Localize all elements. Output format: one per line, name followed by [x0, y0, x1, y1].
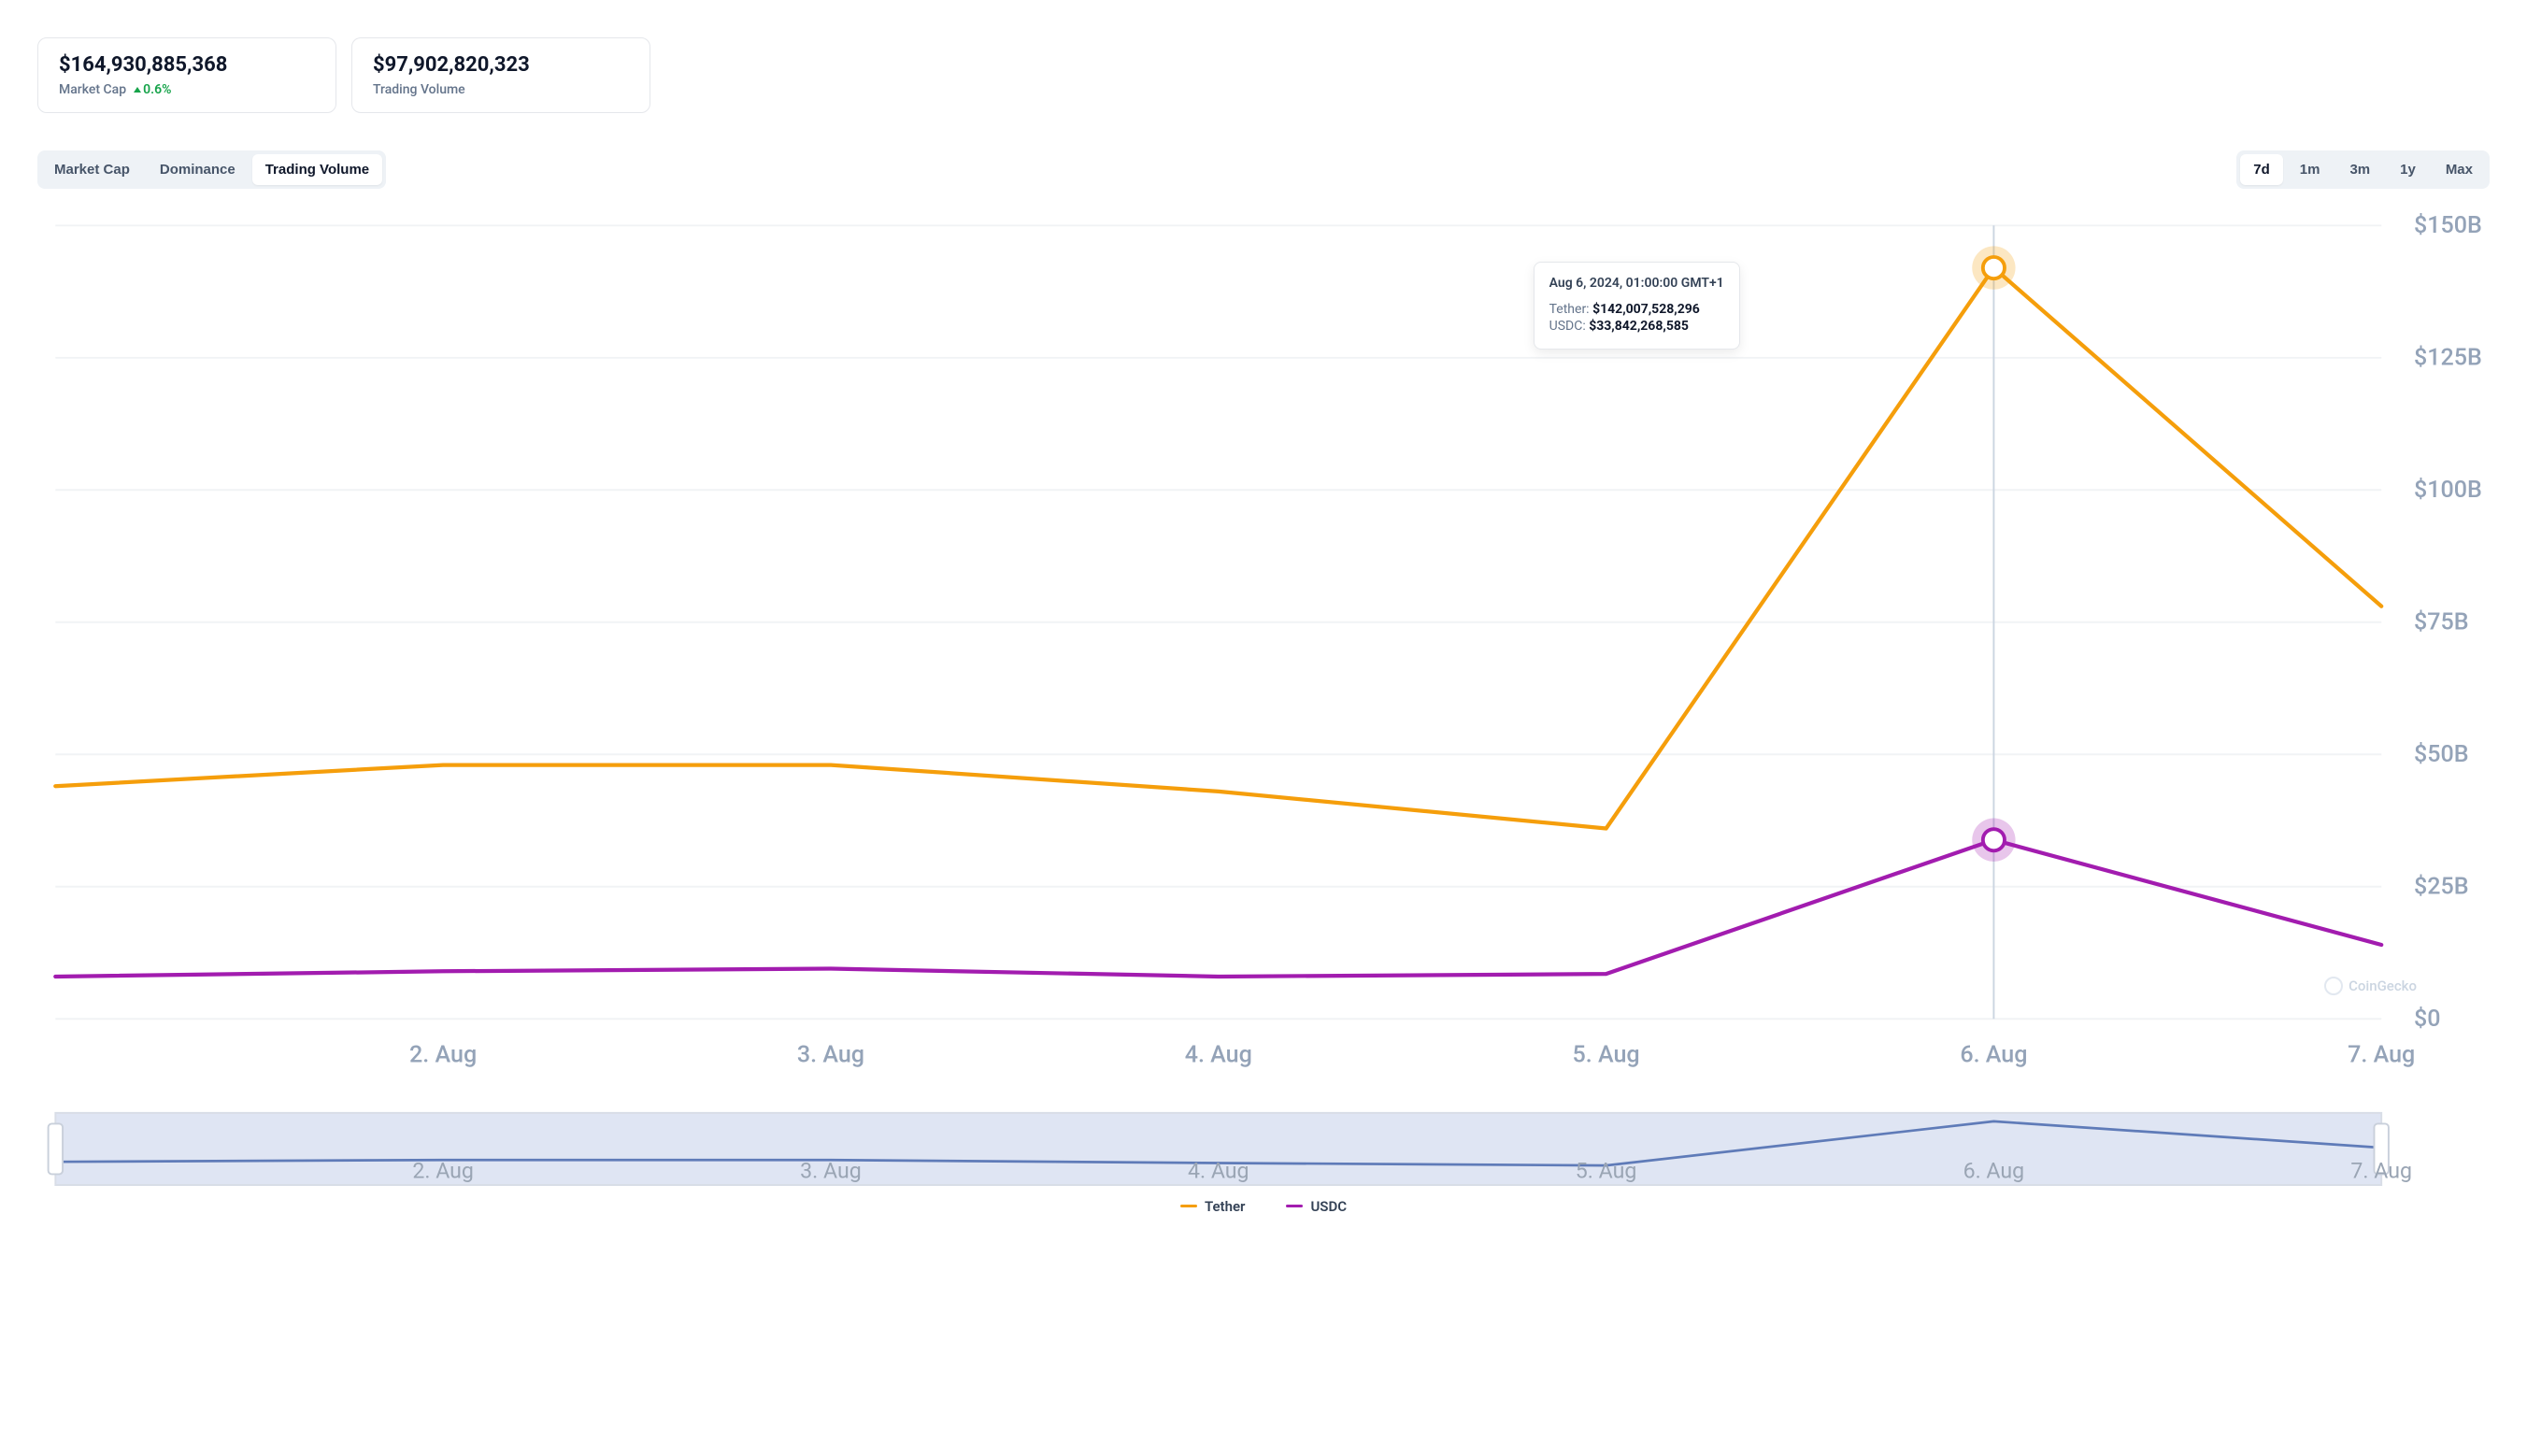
- svg-text:3. Aug: 3. Aug: [800, 1158, 862, 1183]
- tab-range-3m[interactable]: 3m: [2336, 154, 2383, 185]
- market-cap-change-value: 0.6%: [143, 82, 171, 97]
- trading-volume-line-chart[interactable]: $0 $25B $50B $75B $100B $125B $150B 2. Aug 3. Au…: [37, 207, 2490, 1109]
- legend-swatch: [1286, 1205, 1303, 1207]
- svg-text:$125B: $125B: [2414, 345, 2482, 372]
- trading-volume-value: $97,902,820,323: [373, 53, 629, 77]
- tab-range-1y[interactable]: 1y: [2387, 154, 2429, 185]
- tab-range-1m[interactable]: 1m: [2287, 154, 2334, 185]
- caret-up-icon: [134, 87, 141, 93]
- chart-legend: Tether USDC: [37, 1198, 2490, 1215]
- svg-text:2. Aug: 2. Aug: [412, 1158, 474, 1183]
- legend-swatch: [1180, 1205, 1197, 1207]
- view-tabs: Market CapDominanceTrading Volume: [37, 150, 386, 189]
- legend-label: Tether: [1205, 1198, 1246, 1215]
- tooltip-row: USDC: $33,842,268,585: [1549, 319, 1724, 334]
- svg-text:$50B: $50B: [2414, 741, 2469, 768]
- svg-text:2. Aug: 2. Aug: [409, 1042, 477, 1069]
- coingecko-icon: [2324, 977, 2343, 995]
- svg-text:6. Aug: 6. Aug: [1963, 1158, 2025, 1183]
- tab-view-dominance[interactable]: Dominance: [147, 154, 249, 185]
- stat-card-market-cap: $164,930,885,368 Market Cap 0.6%: [37, 37, 336, 113]
- market-cap-change: 0.6%: [134, 82, 171, 97]
- legend-label: USDC: [1310, 1198, 1347, 1215]
- svg-text:7. Aug: 7. Aug: [2348, 1042, 2415, 1069]
- svg-text:4. Aug: 4. Aug: [1185, 1042, 1252, 1069]
- watermark: CoinGecko: [2324, 977, 2417, 995]
- legend-item-usdc[interactable]: USDC: [1286, 1198, 1347, 1215]
- svg-text:7. Aug: 7. Aug: [2350, 1158, 2412, 1183]
- tab-view-trading-volume[interactable]: Trading Volume: [252, 154, 382, 185]
- chart-container: $0 $25B $50B $75B $100B $125B $150B 2. Aug 3. Au…: [37, 207, 2490, 1109]
- watermark-text: CoinGecko: [2349, 978, 2417, 994]
- tab-range-max[interactable]: Max: [2433, 154, 2486, 185]
- chart-tooltip: Aug 6, 2024, 01:00:00 GMT+1 Tether: $142,…: [1534, 262, 1740, 350]
- svg-text:$75B: $75B: [2414, 608, 2469, 635]
- range-tabs: 7d1m3m1yMax: [2236, 150, 2490, 189]
- market-cap-label: Market Cap: [59, 82, 126, 97]
- svg-text:5. Aug: 5. Aug: [1573, 1042, 1640, 1069]
- trading-volume-label: Trading Volume: [373, 82, 465, 97]
- svg-text:$100B: $100B: [2414, 477, 2482, 504]
- tooltip-row: Tether: $142,007,528,296: [1549, 302, 1724, 317]
- svg-text:5. Aug: 5. Aug: [1576, 1158, 1637, 1183]
- tab-range-7d[interactable]: 7d: [2240, 154, 2283, 185]
- chart-range-navigator[interactable]: 2. Aug 3. Aug 4. Aug 5. Aug 6. Aug 7. Aug: [37, 1109, 2490, 1189]
- svg-text:4. Aug: 4. Aug: [1188, 1158, 1249, 1183]
- tab-view-market-cap[interactable]: Market Cap: [41, 154, 143, 185]
- svg-text:$25B: $25B: [2414, 873, 2469, 900]
- stat-card-trading-volume: $97,902,820,323 Trading Volume: [351, 37, 650, 113]
- svg-text:$0: $0: [2414, 1006, 2441, 1033]
- legend-item-tether[interactable]: Tether: [1180, 1198, 1246, 1215]
- tooltip-date: Aug 6, 2024, 01:00:00 GMT+1: [1549, 276, 1724, 291]
- svg-text:6. Aug: 6. Aug: [1960, 1042, 2027, 1069]
- market-cap-value: $164,930,885,368: [59, 53, 315, 77]
- svg-text:3. Aug: 3. Aug: [797, 1042, 864, 1069]
- svg-text:$150B: $150B: [2414, 212, 2482, 239]
